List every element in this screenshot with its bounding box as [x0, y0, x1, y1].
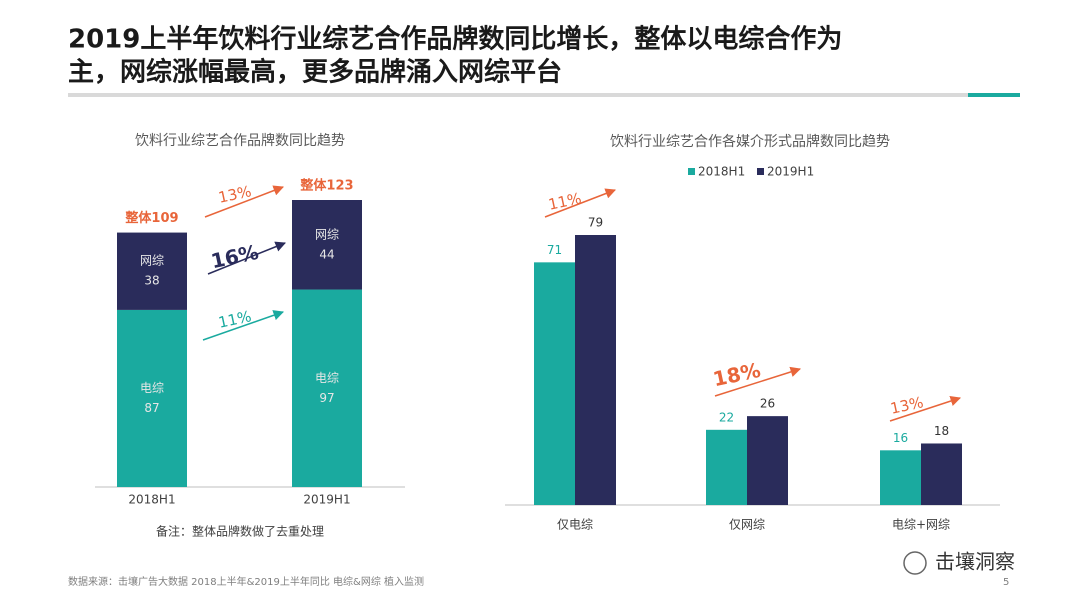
bar-segment: [117, 232, 187, 310]
brand: 击壤洞察: [935, 550, 1015, 574]
bar: [575, 235, 616, 505]
x-tick-label: 仅网综: [729, 518, 765, 532]
bar-segment: [292, 200, 362, 290]
total-label: 整体109: [124, 210, 178, 226]
growth-label: 13%: [889, 393, 925, 418]
growth-label: 11%: [217, 307, 253, 332]
value-label: 79: [588, 216, 603, 230]
slide-title: 主，网综涨幅最高，更多品牌涌入网综平台: [68, 57, 562, 88]
title-rule: [68, 93, 968, 97]
growth-arrow: [544, 188, 616, 218]
bar: [921, 443, 962, 505]
note: 备注：整体品牌数做了去重处理: [156, 524, 324, 539]
brand-icon: [903, 551, 927, 575]
growth-label: 11%: [547, 189, 583, 214]
value-label: 26: [760, 397, 775, 411]
segment-name: 网综: [140, 254, 164, 268]
slide-title: 2019上半年饮料行业综艺合作品牌数同比增长，整体以电综合作为: [68, 24, 842, 55]
source: 数据来源：击壤广告大数据 2018上半年&2019上半年同比 电综&网综 植入监…: [68, 575, 424, 588]
bar: [747, 416, 788, 505]
segment-name: 电综: [315, 371, 339, 385]
legend-swatch: [757, 168, 764, 175]
growth-arrow: [204, 185, 284, 218]
growth-label: 13%: [217, 182, 253, 207]
bar: [706, 429, 747, 505]
value-label: 71: [547, 243, 562, 257]
bar-segment: [117, 309, 187, 487]
x-tick-label: 仅电综: [557, 518, 593, 532]
growth-arrow: [889, 395, 961, 422]
chart-title: 饮料行业综艺合作品牌数同比趋势: [135, 132, 345, 149]
growth-arrow: [207, 241, 286, 275]
segment-value: 44: [319, 247, 334, 261]
segment-value: 38: [144, 274, 159, 288]
growth-arrow: [202, 310, 284, 341]
growth-label: 18%: [711, 358, 763, 391]
x-tick-label: 2018H1: [128, 493, 175, 507]
growth-arrow: [714, 366, 802, 397]
page-number: 5: [1003, 577, 1009, 588]
chart-title: 饮料行业综艺合作各媒介形式品牌数同比趋势: [610, 133, 890, 150]
value-label: 18: [934, 424, 949, 438]
segment-value: 97: [319, 391, 334, 405]
x-tick-label: 电综+网综: [892, 518, 950, 532]
bar: [880, 450, 921, 505]
bar: [534, 262, 575, 505]
segment-value: 87: [144, 401, 159, 415]
value-label: 16: [893, 431, 908, 445]
bar-segment: [292, 289, 362, 487]
segment-name: 网综: [315, 227, 339, 241]
legend-label: 2019H1: [767, 165, 814, 179]
value-label: 22: [719, 410, 734, 424]
legend-swatch: [688, 168, 695, 175]
x-tick-label: 2019H1: [303, 493, 350, 507]
legend-label: 2018H1: [698, 165, 745, 179]
title-accent: [968, 93, 1020, 97]
segment-name: 电综: [140, 381, 164, 395]
growth-label: 16%: [209, 240, 261, 273]
total-label: 整体123: [299, 178, 353, 194]
